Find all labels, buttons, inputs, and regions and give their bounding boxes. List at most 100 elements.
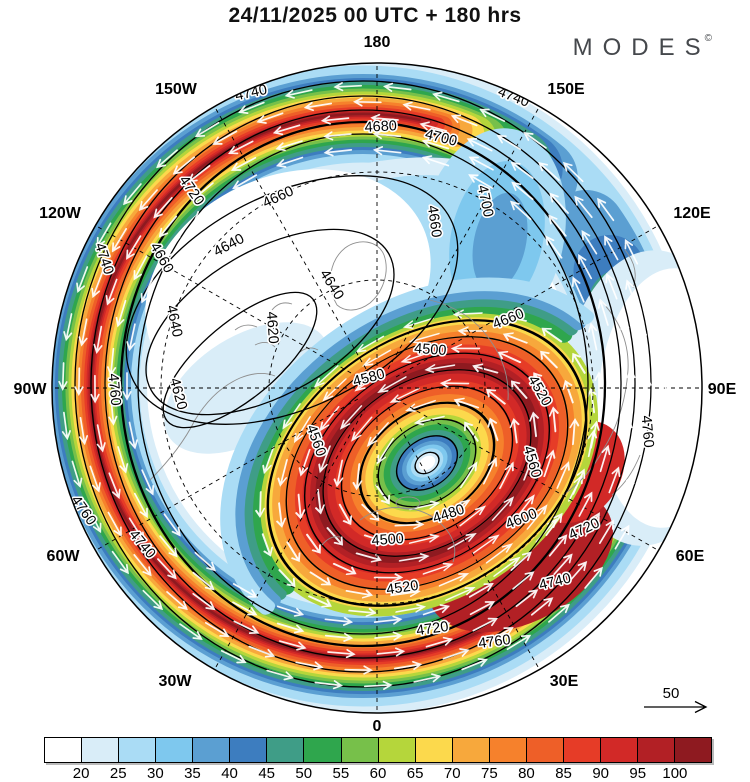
colorbar-tick-label: 65 [406,765,424,782]
lon-label-30W: 30W [159,673,193,690]
wind-arrow [468,174,494,189]
wind-arrow [578,491,593,517]
wind-arrow [212,130,238,145]
wind-arrow [620,319,630,348]
lon-label-90W: 90W [14,381,48,398]
wind-arrow [510,161,534,180]
wind-arrow [61,411,71,441]
wind-arrow [408,533,440,544]
wind-arrow [87,507,102,534]
wind-arrow [472,363,499,374]
wind-arrow [393,660,423,671]
wind-arrow [276,605,305,617]
wind-arrow [512,571,535,590]
wind-arrow [383,82,412,92]
wind-arrow [637,326,648,356]
wind-arrow [303,101,333,112]
wind-arrow [572,468,586,495]
colorbar-cell [377,738,415,762]
wind-arrow [493,556,521,577]
wind-arrow [390,588,421,598]
wind-arrow [643,283,655,312]
wind-arrow [278,569,296,588]
wind-arrow [655,331,665,361]
colorbar-tick-label: 25 [109,765,127,782]
wind-arrow [179,623,203,641]
wind-arrow [133,553,152,577]
lon-label-120E: 120E [673,205,711,222]
wind-arrow [375,484,391,505]
wind-arrow [366,422,389,447]
wind-arrow [318,445,331,474]
wind-arrow [115,299,127,328]
wind-arrow [192,571,215,591]
colorbar-cell [303,738,341,762]
wind-arrow [538,161,560,181]
wind-arrow [425,636,454,648]
wind-arrow [163,513,181,537]
wind-arrow [248,645,276,658]
wind-arrow [453,397,480,409]
wind-arrow [266,669,294,681]
wind-arrow [122,372,132,401]
wind-arrow [345,589,374,599]
wind-arrow [333,459,344,488]
wind-reference-value: 50 [663,685,680,702]
wind-arrow [105,278,118,306]
wind-arrow [389,387,420,403]
wind-arrow [413,673,442,683]
colorbar-cell [229,738,267,762]
wind-arrow [450,343,481,353]
wind-arrow [308,595,332,608]
colorbar-tick-label: 100 [662,765,688,782]
wind-arrow [138,189,158,211]
wind-arrow [238,101,265,114]
wind-arrow [438,573,470,587]
wind-arrow [533,372,548,393]
wind-arrow [272,124,301,136]
wind-arrow [463,421,479,442]
wind-arrow [421,155,450,167]
colorbar-tick-label: 80 [518,765,535,782]
wind-arrow [457,326,487,336]
colorbar-cell [118,738,156,762]
wind-arrow [363,534,390,545]
wind-arrow [400,351,432,364]
wind-arrow [293,416,311,444]
wind-arrow [588,322,598,351]
contour-label: 4760 [478,632,512,652]
wind-arrow [553,553,573,576]
wind-arrow [442,499,471,519]
wind-arrow [338,503,353,526]
wind-arrow [333,82,363,92]
wind-arrow [348,607,377,617]
wind-arrow [194,201,216,221]
colorbar-tick-label: 90 [592,765,609,782]
wind-arrow [166,591,188,611]
wind-arrow [568,561,588,583]
wind-arrow [373,615,403,625]
wind-arrow [598,519,615,545]
wind-arrow [141,469,155,496]
wind-arrow [96,222,112,248]
wind-arrow [142,589,164,611]
wind-arrow [574,195,593,219]
wind-arrow [609,395,619,425]
lon-label-60W: 60W [47,548,81,565]
wind-arrow [230,156,257,171]
wind-arrow [323,131,352,141]
wind-arrow [499,461,514,489]
wind-arrow [562,379,574,404]
wind-arrow [352,463,363,491]
wind-arrow [608,346,618,375]
wind-arrow [320,115,350,125]
wind-arrow [545,235,563,259]
wind-arrow [395,603,427,613]
wind-arrow [479,108,506,122]
wind-arrow [370,113,399,124]
colorbar [44,737,712,763]
wind-arrow [571,276,585,303]
wind-arrow [108,397,118,426]
